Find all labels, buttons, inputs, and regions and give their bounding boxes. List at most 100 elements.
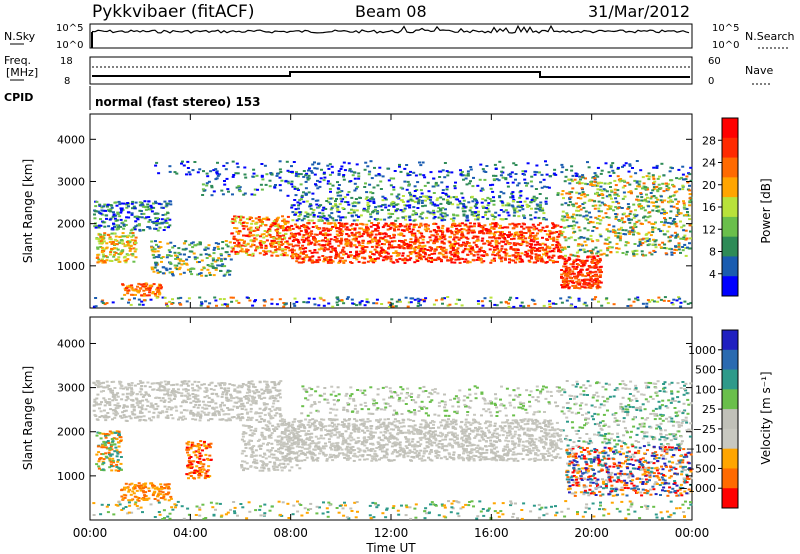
power-cell [398, 165, 401, 168]
power-cell [601, 196, 605, 199]
power-cell [291, 185, 295, 188]
power-cell [188, 243, 192, 246]
power-cell [283, 303, 287, 306]
power-cell [142, 294, 146, 297]
power-cell [591, 229, 595, 232]
power-cell [646, 188, 650, 191]
power-cell [476, 256, 480, 259]
power-cell [482, 250, 485, 252]
power-cell [115, 247, 118, 250]
power-cell [417, 226, 421, 229]
power-cell [443, 218, 447, 221]
power-cell [657, 183, 661, 186]
power-cell [270, 173, 274, 176]
power-cell [180, 263, 184, 266]
power-cell [545, 197, 548, 200]
power-cell [517, 234, 521, 237]
power-cell [121, 249, 125, 252]
power-cell [301, 247, 305, 250]
power-cell [138, 229, 142, 232]
velocity-cell [201, 400, 205, 403]
power-cell [304, 250, 308, 253]
power-cell [574, 277, 578, 280]
power-cell [112, 213, 116, 216]
power-cell [350, 170, 354, 173]
power-cell [413, 298, 417, 301]
power-cell [136, 289, 140, 292]
power-cell [627, 217, 631, 220]
power-cell [125, 216, 129, 219]
power-cell [124, 219, 128, 222]
power-cell [419, 222, 423, 225]
power-cell [600, 253, 604, 256]
power-cell [155, 291, 159, 294]
power-cell [632, 233, 635, 236]
power-cell [215, 177, 219, 180]
power-cell [353, 205, 357, 208]
power-cell [628, 221, 632, 224]
power-cell [591, 271, 595, 274]
power-cell [232, 174, 236, 176]
power-cell [447, 171, 451, 174]
power-cell [645, 237, 649, 240]
power-cell [120, 207, 124, 210]
power-cell [222, 274, 226, 277]
power-cell [339, 216, 343, 219]
power-cell [541, 248, 545, 251]
power-cell [548, 303, 552, 306]
power-cell [113, 238, 117, 241]
power-cell [441, 302, 444, 305]
power-cell [135, 215, 139, 218]
power-cell [456, 256, 460, 259]
power-cell [641, 199, 645, 202]
power-cell [592, 279, 596, 282]
power-cell [545, 250, 549, 253]
power-cell [336, 296, 340, 299]
power-cell [434, 231, 438, 234]
power-cell [366, 232, 370, 235]
power-cell [392, 227, 396, 230]
power-cell [474, 244, 478, 246]
power-cell [258, 241, 262, 244]
power-cell [299, 230, 303, 232]
power-cell [679, 301, 683, 304]
power-cell [337, 184, 341, 186]
power-cell [298, 233, 302, 236]
power-cell [391, 305, 395, 308]
power-cell [155, 296, 159, 299]
power-cell [112, 222, 115, 225]
power-cell [644, 233, 648, 236]
power-cell [412, 210, 416, 213]
power-cell [571, 203, 575, 206]
power-cell [572, 205, 576, 208]
power-cell [361, 245, 365, 247]
power-cell [593, 184, 596, 187]
power-cell [441, 297, 444, 300]
power-cell [137, 282, 141, 285]
power-colorbar-segment [722, 236, 738, 257]
power-cell [598, 233, 602, 236]
power-cell [480, 254, 484, 257]
power-cell [108, 237, 112, 240]
velocity-cell [250, 416, 254, 419]
power-cell [504, 218, 508, 220]
power-cell [482, 260, 486, 263]
power-cell [173, 264, 177, 267]
power-cell [428, 198, 432, 201]
power-cell [405, 188, 409, 191]
power-cell [283, 227, 287, 230]
power-cell [432, 211, 436, 214]
power-cell [337, 234, 340, 237]
power-cell [472, 231, 476, 234]
power-cell [593, 282, 597, 285]
power-cell [556, 193, 560, 196]
power-cell [626, 305, 630, 307]
power-cell [317, 256, 321, 259]
power-cell [481, 237, 485, 240]
power-cell [541, 209, 545, 212]
power-cell [340, 239, 344, 242]
power-cell [234, 238, 238, 241]
power-cell [409, 301, 413, 304]
power-cell [372, 202, 376, 204]
